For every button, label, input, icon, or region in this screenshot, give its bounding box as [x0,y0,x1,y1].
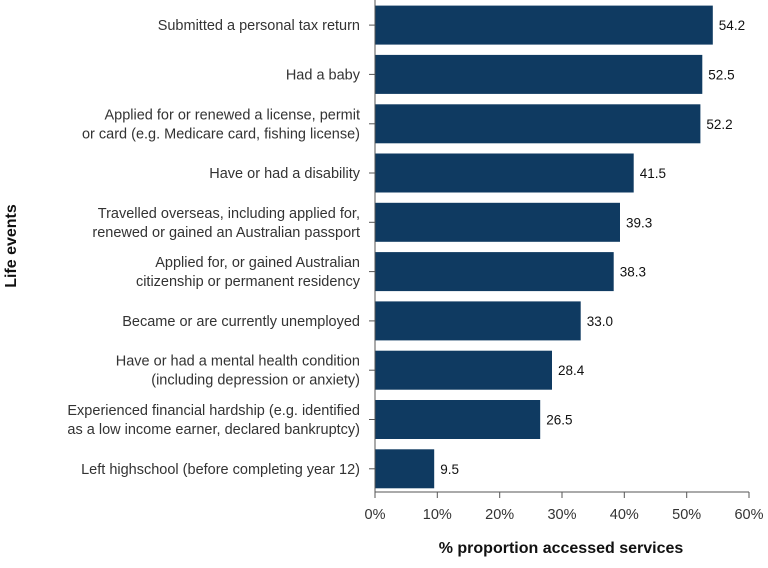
bar-value-label: 26.5 [546,413,572,428]
x-tick-label: 20% [485,507,514,523]
x-axis-title: % proportion accessed services [439,540,684,557]
category-label: Submitted a personal tax return [158,18,360,34]
bar [375,252,614,292]
category-label: Became or are currently unemployed [122,314,360,330]
category-label: Travelled overseas, including applied fo… [92,206,360,241]
bar-value-label: 41.5 [640,166,666,181]
x-tick-label: 40% [610,507,639,523]
bar [375,449,435,489]
bar-group [375,5,713,489]
bar-value-label: 39.3 [626,215,652,230]
category-label-group: Submitted a personal tax return Had a bab… [67,18,360,478]
bar-value-label: 38.3 [620,265,646,280]
category-label: Have or had a disability [209,166,360,182]
value-label-group: 54.2 52.5 52.2 41.5 39.3 38.3 33.0 28.4 26.5 9.5 [440,18,745,477]
category-label: Had a baby [286,67,361,83]
bar [375,400,541,439]
bar-value-label: 28.4 [558,363,585,378]
bar-value-label: 52.2 [706,117,732,132]
bar [375,301,581,341]
axes-group: 0% 10% 20% 30% 40% 50% 60% [365,0,764,523]
category-label: Have or had a mental health condition (in… [116,354,360,389]
bar [375,104,701,144]
category-label: Applied for or renewed a license, permit… [82,107,360,142]
bar [375,202,620,242]
bar [375,5,713,45]
category-label: Experienced financial hardship (e.g. ide… [67,403,360,438]
bar [375,153,634,193]
x-tick-label: 60% [734,507,763,523]
category-label: Left highschool (before completing year … [81,462,360,478]
bar-value-label: 54.2 [719,18,745,33]
category-label: Applied for, or gained Australian citizen… [136,255,361,290]
bar [375,54,703,94]
x-tick-label: 50% [672,507,701,523]
x-tick-label: 0% [365,507,386,523]
bar-value-label: 33.0 [587,314,613,329]
bar [375,350,552,390]
y-axis-title: Life events [3,204,20,288]
bar-value-label: 52.5 [708,67,734,82]
x-tick-label: 30% [547,507,576,523]
x-tick-label: 10% [423,507,452,523]
bar-value-label: 9.5 [440,462,459,477]
